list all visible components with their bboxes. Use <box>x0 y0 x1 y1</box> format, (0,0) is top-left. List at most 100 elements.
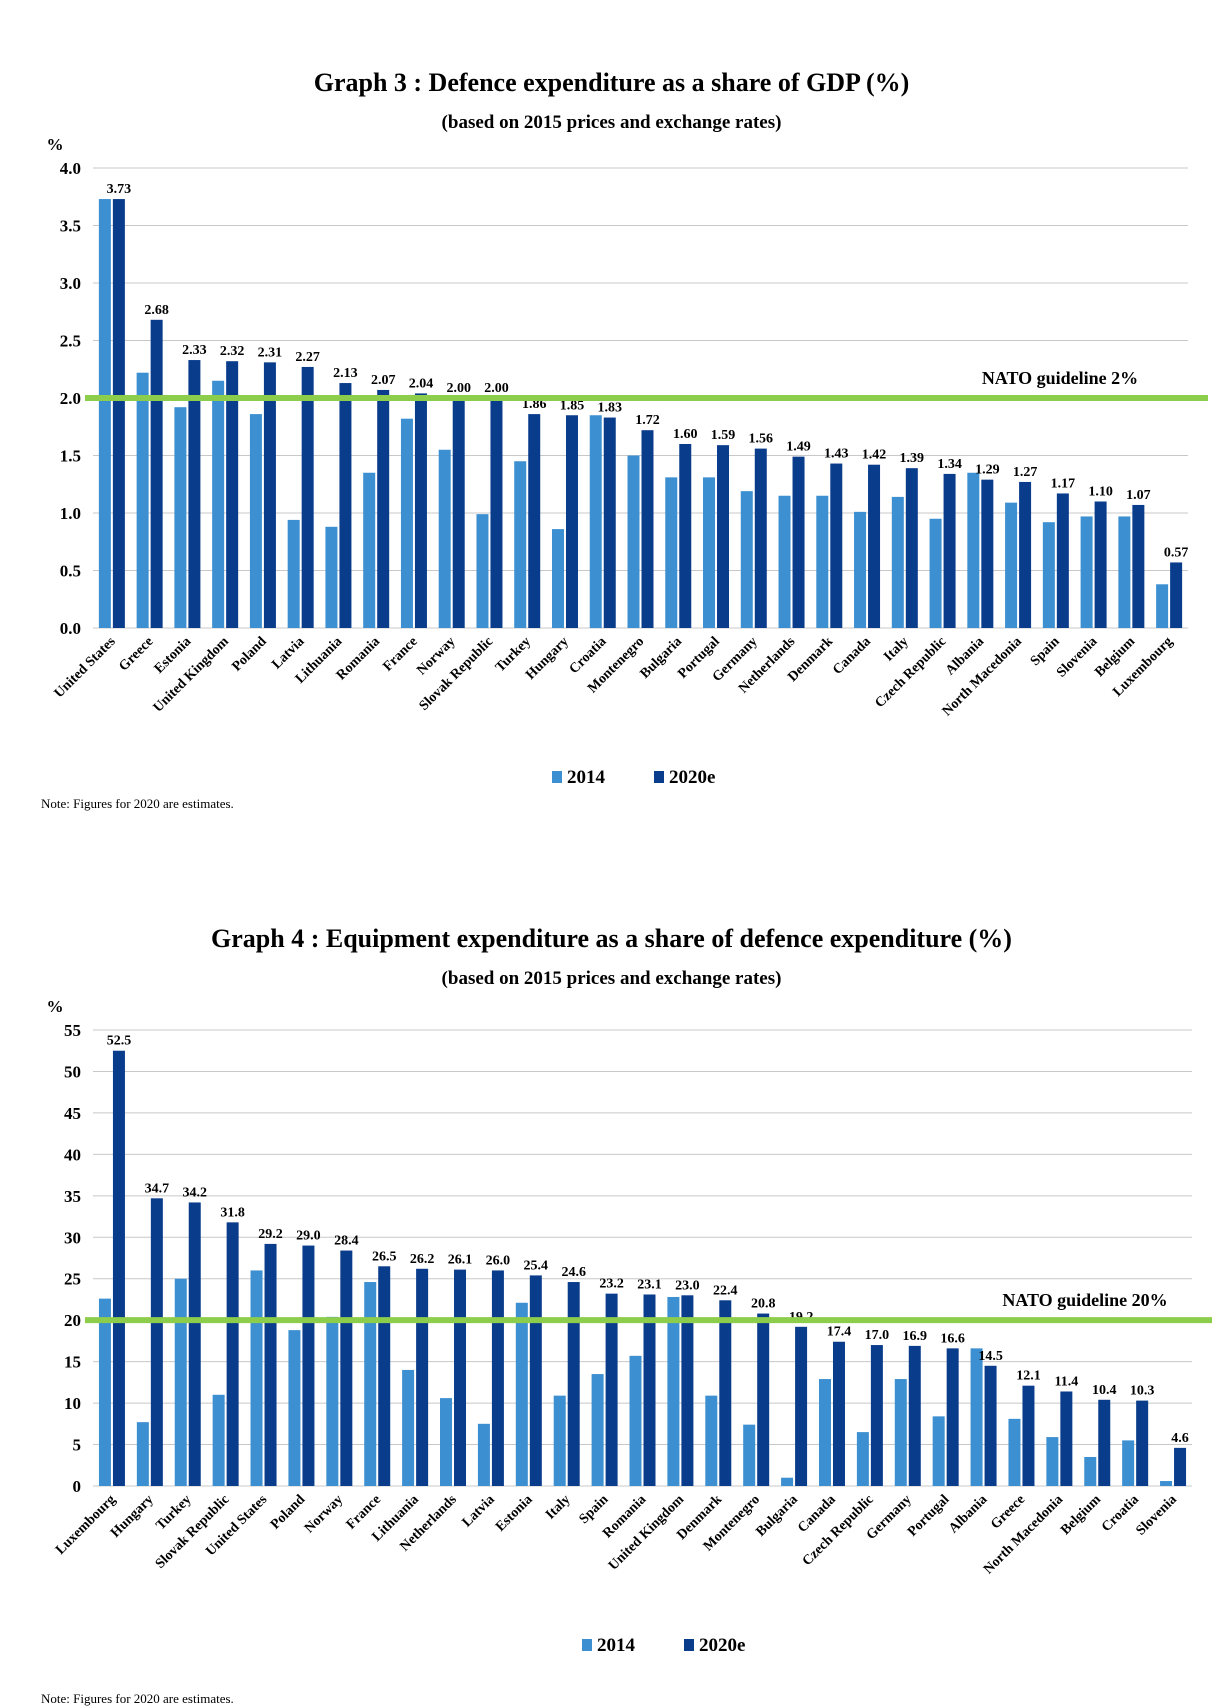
legend-swatch-2020e <box>654 771 664 783</box>
data-label: 25.4 <box>524 1258 549 1273</box>
y-axis-label: % <box>47 997 64 1016</box>
legend-swatch-2020e <box>684 1639 694 1651</box>
data-label: 2.07 <box>371 373 396 388</box>
data-label: 2.04 <box>409 376 434 391</box>
data-label: 1.34 <box>937 457 962 472</box>
data-label: 2.00 <box>446 381 471 396</box>
bar-2020e <box>414 393 427 628</box>
bar-2020e <box>868 464 881 628</box>
y-tick-label: 0.5 <box>60 562 81 581</box>
bar-2014 <box>627 455 640 628</box>
bar-2020e <box>264 1243 277 1486</box>
bar-2014 <box>402 1369 415 1486</box>
bar-2014 <box>1005 502 1018 628</box>
bar-2020e <box>226 361 239 628</box>
data-label: 1.60 <box>673 427 698 442</box>
bar-2014 <box>174 1278 187 1486</box>
bar-2020e <box>830 463 843 628</box>
x-tick-label: Spain <box>1028 634 1063 669</box>
x-tick-label: Albania <box>946 1492 990 1536</box>
bar-2020e <box>378 1266 391 1486</box>
data-label: 1.39 <box>900 451 925 466</box>
data-label: 1.07 <box>1126 488 1151 503</box>
x-tick-label: Italy <box>881 634 911 664</box>
data-label: 2.13 <box>333 366 358 381</box>
bar-2014 <box>440 1398 453 1486</box>
y-tick-label: 3.0 <box>60 274 81 293</box>
bar-2014 <box>288 1330 301 1486</box>
bar-2014 <box>400 418 413 628</box>
y-tick-label: 45 <box>64 1104 81 1123</box>
y-tick-label: 2.0 <box>60 389 81 408</box>
y-tick-label: 30 <box>64 1228 81 1247</box>
chart-1-svg: % 0.0 0.5 1.0 1.5 2.0 2.5 3.0 3.5 4.0 3.73 United S… <box>47 135 1208 788</box>
data-label: 23.2 <box>599 1277 624 1292</box>
chart-2-svg: % 0 5 10 15 20 25 30 35 40 45 50 55 52.5 Luxembourg 34.… <box>47 997 1212 1656</box>
chart-panel-1: Graph 3 : Defence expenditure as a share… <box>0 0 1223 840</box>
bar-2014 <box>363 472 376 628</box>
bar-2014 <box>364 1282 377 1486</box>
chart-title: Graph 3 : Defence expenditure as a share… <box>313 68 910 97</box>
bar-2020e <box>832 1341 845 1486</box>
data-label: 28.4 <box>334 1234 359 1249</box>
bar-2014 <box>856 1432 869 1486</box>
y-tick-label: 35 <box>64 1187 81 1206</box>
bar-2014 <box>212 380 225 628</box>
bar-2014 <box>1080 516 1093 628</box>
bar-2020e <box>719 1300 732 1486</box>
bar-2014 <box>515 1302 528 1486</box>
legend-label-2020e: 2020e <box>699 1635 745 1656</box>
bar-2020e <box>529 1275 542 1486</box>
y-axis-label: % <box>47 135 64 154</box>
bar-2020e <box>340 1250 353 1486</box>
bar-2014 <box>894 1379 907 1486</box>
y-tick-label: 0.0 <box>60 619 81 638</box>
bar-2014 <box>703 477 716 628</box>
data-label: 16.9 <box>903 1329 928 1344</box>
bar-2020e <box>981 479 994 628</box>
bar-2014 <box>250 1270 263 1486</box>
data-label: 29.2 <box>258 1227 283 1242</box>
bar-2020e <box>641 430 654 628</box>
bar-2014 <box>1084 1456 1097 1486</box>
bar-2020e <box>150 1198 163 1486</box>
bar-2020e <box>1098 1399 1111 1486</box>
bar-2014 <box>1156 584 1169 628</box>
x-tick-label: Belgium <box>1058 1492 1104 1538</box>
bar-2014 <box>136 372 149 628</box>
bar-2020e <box>1136 1400 1149 1486</box>
bar-2014 <box>1118 516 1131 628</box>
data-label: 10.4 <box>1092 1383 1117 1398</box>
data-label: 23.0 <box>675 1278 700 1293</box>
bar-2020e <box>905 468 918 628</box>
nato-guideline-label: NATO guideline 20% <box>1002 1290 1167 1310</box>
data-label: 1.49 <box>786 440 811 455</box>
data-label: 23.1 <box>637 1277 662 1292</box>
bar-2014 <box>551 529 564 628</box>
bar-2014 <box>325 526 338 628</box>
bar-2020e <box>567 1282 580 1486</box>
bar-2014 <box>1008 1418 1021 1486</box>
bar-2020e <box>984 1365 997 1486</box>
data-label: 20.8 <box>751 1297 776 1312</box>
bar-2020e <box>605 1293 618 1486</box>
y-tick-label: 1.5 <box>60 447 81 466</box>
bar-2020e <box>301 366 314 628</box>
x-tick-label: Portugal <box>905 1492 953 1540</box>
data-label: 24.6 <box>561 1265 586 1280</box>
bar-2020e <box>452 398 465 628</box>
y-tick-label: 25 <box>64 1270 81 1289</box>
bar-2020e <box>792 456 805 628</box>
x-tick-label: Bulgaria <box>753 1492 800 1539</box>
bar-2020e <box>946 1348 959 1486</box>
data-label: 1.72 <box>635 413 660 428</box>
bar-2020e <box>302 1245 315 1486</box>
chart-note: Note: Figures for 2020 are estimates. <box>41 1691 234 1706</box>
bar-2020e <box>1056 493 1069 628</box>
data-label: 1.29 <box>975 463 1000 478</box>
bar-2014 <box>740 491 753 628</box>
y-tick-label: 55 <box>64 1021 81 1040</box>
bar-2020e <box>1060 1391 1073 1486</box>
bar-2020e <box>416 1268 429 1486</box>
data-label: 2.32 <box>220 344 245 359</box>
